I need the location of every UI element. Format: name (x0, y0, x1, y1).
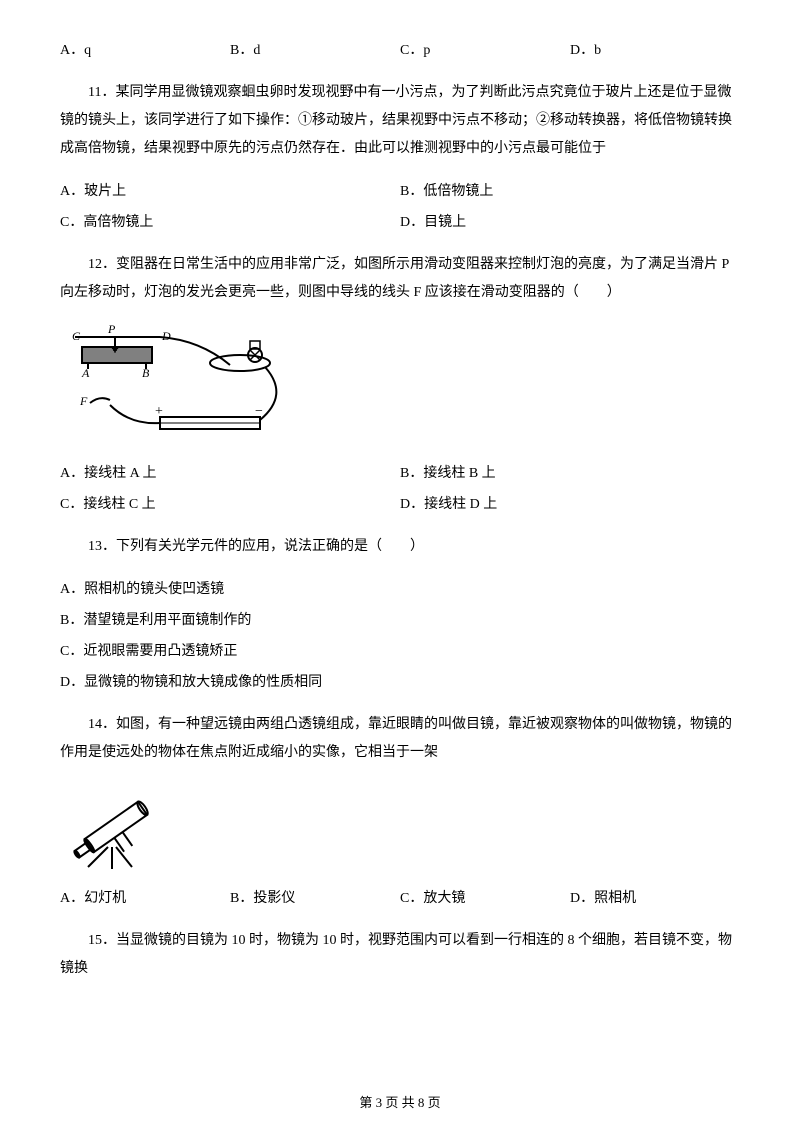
q11-opt-c: C．高倍物镜上 (60, 212, 400, 233)
q11-opt-a: A．玻片上 (60, 181, 400, 202)
q13-text: 13．下列有关光学元件的应用，说法正确的是（ ） (60, 533, 740, 561)
q12-opt-a: A．接线柱 A 上 (60, 463, 400, 484)
q11-text: 11．某同学用显微镜观察蛔虫卵时发现视野中有一小污点，为了判断此污点究竟位于玻片… (60, 79, 740, 163)
q13-opt-a: A．照相机的镜头使凹透镜 (60, 579, 740, 600)
q12-circuit-figure: C D P A B F + − (60, 325, 740, 445)
svg-text:P: P (107, 325, 116, 336)
q10-options: A．q B．d C．p D．b (60, 40, 740, 61)
q11-options-row2: C．高倍物镜上 D．目镜上 (60, 212, 740, 233)
q12-opt-b: B．接线柱 B 上 (400, 463, 740, 484)
svg-text:F: F (79, 394, 88, 408)
q10-opt-d: D．b (570, 40, 740, 61)
q12-opt-d: D．接线柱 D 上 (400, 494, 740, 515)
q12-text: 12．变阻器在日常生活中的应用非常广泛，如图所示用滑动变阻器来控制灯泡的亮度，为… (60, 251, 740, 307)
q14-options: A．幻灯机 B．投影仪 C．放大镜 D．照相机 (60, 888, 740, 909)
q14-text: 14．如图，有一种望远镜由两组凸透镜组成，靠近眼睛的叫做目镜，靠近被观察物体的叫… (60, 711, 740, 767)
q13-opt-b: B．潜望镜是利用平面镜制作的 (60, 610, 740, 631)
q12-options-row1: A．接线柱 A 上 B．接线柱 B 上 (60, 463, 740, 484)
q10-opt-c: C．p (400, 40, 570, 61)
q11-opt-b: B．低倍物镜上 (400, 181, 740, 202)
svg-text:C: C (72, 329, 81, 343)
q10-opt-a: A．q (60, 40, 230, 61)
q13-opt-d: D．显微镜的物镜和放大镜成像的性质相同 (60, 672, 740, 693)
q14-telescope-figure (60, 785, 740, 870)
q11-options-row1: A．玻片上 B．低倍物镜上 (60, 181, 740, 202)
q14-opt-d: D．照相机 (570, 888, 740, 909)
q15-text: 15．当显微镜的目镜为 10 时，物镜为 10 时，视野范围内可以看到一行相连的… (60, 927, 740, 983)
svg-text:+: + (155, 404, 163, 419)
q12-opt-c: C．接线柱 C 上 (60, 494, 400, 515)
q10-opt-b: B．d (230, 40, 400, 61)
q11-opt-d: D．目镜上 (400, 212, 740, 233)
svg-text:D: D (161, 329, 171, 343)
q14-opt-b: B．投影仪 (230, 888, 400, 909)
q14-opt-a: A．幻灯机 (60, 888, 230, 909)
q12-options-row2: C．接线柱 C 上 D．接线柱 D 上 (60, 494, 740, 515)
page-footer: 第 3 页 共 8 页 (0, 1093, 800, 1113)
q13-opt-c: C．近视眼需要用凸透镜矫正 (60, 641, 740, 662)
q14-opt-c: C．放大镜 (400, 888, 570, 909)
svg-text:−: − (255, 404, 263, 419)
